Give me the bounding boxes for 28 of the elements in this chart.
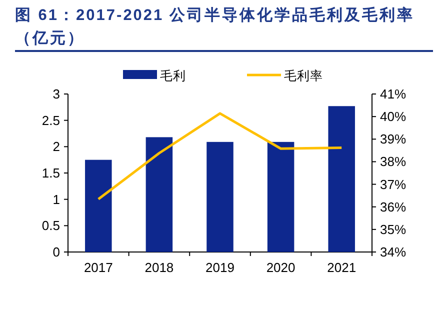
y2-tick-label: 41% bbox=[380, 86, 406, 102]
y2-tick-label: 34% bbox=[380, 244, 406, 260]
y-tick-label: 2.5 bbox=[42, 112, 60, 128]
y-tick-label: 3 bbox=[52, 86, 60, 102]
y2-tick-label: 39% bbox=[380, 132, 406, 147]
legend-label: 毛利 bbox=[160, 69, 186, 83]
bar bbox=[267, 142, 294, 252]
y-tick-label: 0 bbox=[52, 244, 60, 260]
y-tick-label: 0.5 bbox=[42, 218, 60, 234]
x-tick-label: 2021 bbox=[327, 260, 356, 275]
y2-tick-label: 35% bbox=[380, 222, 406, 237]
chart-title: 图 61：2017-2021 公司半导体化学品毛利及毛利率（亿元） bbox=[15, 6, 416, 49]
bar bbox=[206, 142, 234, 252]
x-tick-label: 2017 bbox=[84, 260, 113, 275]
bar bbox=[85, 160, 112, 252]
y2-tick-label: 36% bbox=[380, 199, 406, 214]
y2-tick-label: 40% bbox=[380, 109, 406, 124]
legend-label: 毛利率 bbox=[284, 68, 323, 83]
x-tick-label: 2019 bbox=[206, 260, 234, 275]
x-tick-label: 2018 bbox=[144, 260, 174, 275]
bar bbox=[328, 106, 355, 252]
y2-tick-label: 38% bbox=[380, 154, 406, 170]
bar bbox=[146, 137, 173, 252]
y-tick-label: 1 bbox=[52, 192, 60, 207]
x-tick-label: 2020 bbox=[266, 260, 296, 275]
y2-tick-label: 37% bbox=[380, 176, 406, 192]
y-tick-label: 2 bbox=[52, 139, 60, 154]
y-tick-label: 1.5 bbox=[42, 166, 60, 180]
